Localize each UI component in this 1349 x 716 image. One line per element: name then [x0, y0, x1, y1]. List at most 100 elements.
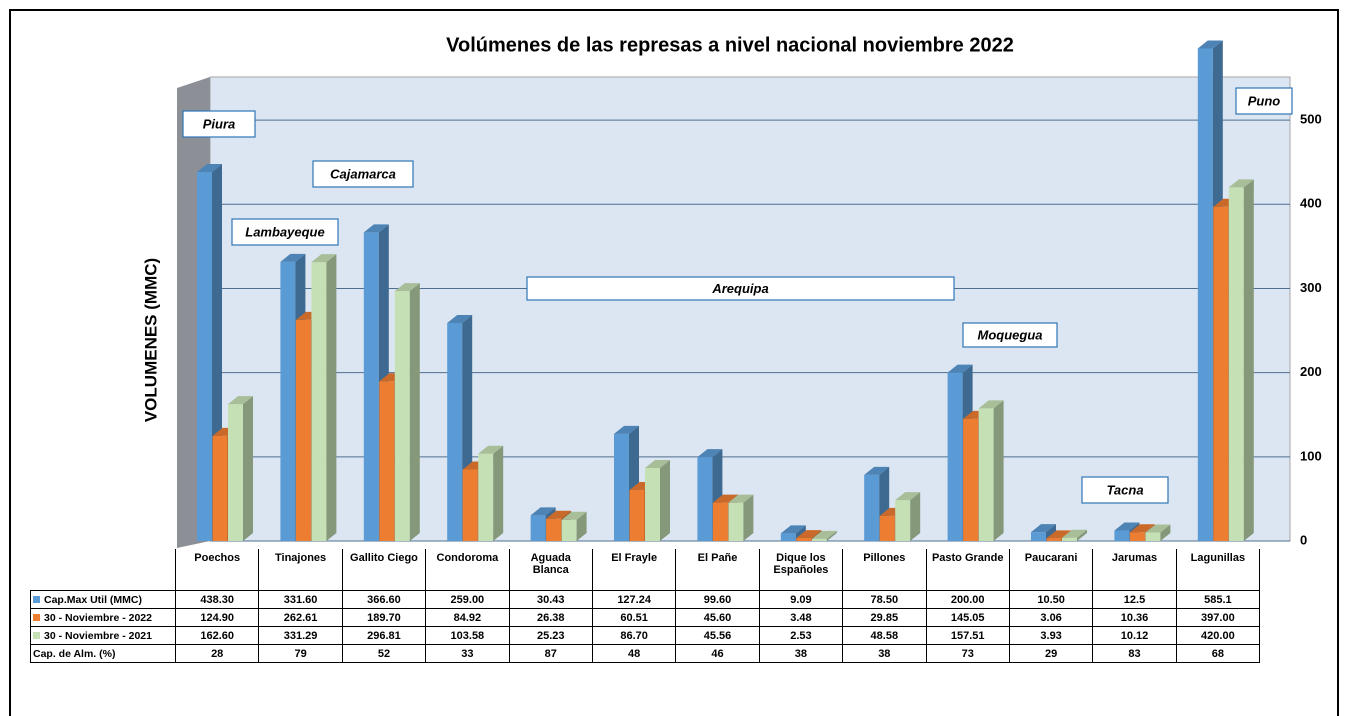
data-cell: 420.00 — [1175, 626, 1261, 645]
bar — [614, 433, 629, 541]
bar-top — [1046, 530, 1072, 539]
bar — [895, 500, 911, 541]
data-cell: 12.5 — [1092, 590, 1177, 609]
bar-side — [660, 460, 670, 541]
bar-top — [728, 494, 754, 503]
data-cell: 259.00 — [425, 590, 510, 609]
bar-side — [243, 396, 253, 541]
data-cell: 52 — [341, 644, 427, 663]
table-row: 30 - Noviembre - 2021 162.60 331.29 296.81 1… — [30, 626, 1261, 645]
bar-side — [826, 530, 837, 541]
data-cell: 366.60 — [341, 590, 427, 609]
row-label: Cap. de Alm. (%) — [30, 644, 176, 663]
legend-label: Cap.Max Util (MMC) — [44, 593, 142, 606]
x-tick-label: El Frayle — [591, 549, 677, 591]
bar-top — [614, 425, 639, 434]
bar-top — [280, 253, 306, 262]
data-cell: 99.60 — [675, 590, 760, 609]
bar — [1213, 206, 1229, 541]
annotation-box — [231, 218, 339, 246]
data-cell: 438.30 — [174, 590, 260, 609]
bar — [947, 372, 963, 541]
bar-top — [864, 466, 890, 475]
data-cell: 331.29 — [258, 626, 343, 645]
bar — [363, 232, 379, 541]
x-tick-label: Paucarani — [1008, 549, 1094, 591]
data-cell: 189.70 — [341, 608, 427, 627]
annotation-box — [1081, 476, 1169, 504]
y-tick-label: 300 — [1300, 280, 1322, 295]
bar — [1197, 48, 1213, 542]
data-cell: 2.53 — [758, 626, 844, 645]
bar-top — [712, 494, 738, 503]
bar — [530, 515, 546, 541]
data-cell: 48 — [591, 644, 677, 663]
data-cell: 9.09 — [758, 590, 844, 609]
bar — [978, 408, 994, 541]
data-cell: 30.43 — [508, 590, 593, 609]
bar — [394, 291, 410, 541]
chart-border — [9, 9, 1339, 716]
bar-side — [576, 511, 587, 541]
bar-top — [530, 507, 556, 516]
bar — [879, 515, 895, 541]
y-tick-label: 200 — [1300, 364, 1322, 379]
bar — [447, 322, 463, 541]
bar — [1046, 538, 1062, 541]
bar-top — [478, 445, 504, 454]
bar — [561, 519, 577, 541]
legend-label: 30 - Noviembre - 2022 — [44, 611, 152, 624]
bar — [697, 457, 713, 541]
bar-side — [1160, 524, 1171, 541]
legend-label: 30 - Noviembre - 2021 — [44, 629, 152, 642]
annotation-box — [312, 160, 414, 188]
data-cell: 29 — [1008, 644, 1094, 663]
bar-side — [993, 400, 1004, 541]
data-cell: 25.23 — [508, 626, 593, 645]
bar — [1114, 530, 1130, 541]
bar — [280, 261, 296, 541]
corner-cell — [31, 549, 176, 591]
bar — [811, 538, 827, 541]
data-cell: 397.00 — [1175, 608, 1261, 627]
bar-side — [493, 445, 504, 541]
bar — [712, 502, 728, 541]
data-cell: 262.61 — [258, 608, 343, 627]
data-cell: 86.70 — [591, 626, 677, 645]
legend-key — [33, 595, 40, 603]
data-cell: 10.12 — [1092, 626, 1177, 645]
bar-top — [1062, 529, 1087, 538]
bar — [629, 490, 645, 541]
bar — [796, 538, 812, 541]
legend-entry: 30 - Noviembre - 2021 — [30, 626, 176, 645]
bar — [780, 533, 796, 541]
data-cell: 29.85 — [842, 608, 927, 627]
bar-side — [743, 494, 754, 541]
data-cell: 73 — [925, 644, 1010, 663]
bar-side — [910, 492, 921, 541]
data-cell: 45.60 — [675, 608, 760, 627]
data-cell: 162.60 — [174, 626, 260, 645]
y-tick-label: 400 — [1300, 196, 1322, 211]
data-cell: 38 — [842, 644, 927, 663]
y-axis-label: VOLUMENES (MMC) — [141, 258, 160, 422]
x-tick-label: Gallito Ciego — [341, 549, 427, 591]
table-row: Cap.Max Util (MMC) 438.30 331.60 366.60 259.… — [30, 590, 1261, 609]
data-cell: 33 — [425, 644, 510, 663]
bar — [462, 469, 478, 541]
annotation-box — [962, 322, 1058, 348]
data-cell: 145.05 — [925, 608, 1010, 627]
data-cell: 60.51 — [591, 608, 677, 627]
data-cell: 78.50 — [842, 590, 927, 609]
bar-top — [947, 364, 973, 373]
x-tick-label: Pillones — [842, 549, 927, 591]
bar — [728, 502, 744, 541]
bar — [478, 453, 494, 541]
bar-top — [697, 449, 723, 458]
data-cell: 200.00 — [925, 590, 1010, 609]
annotation: Lambayeque — [245, 224, 324, 239]
data-table: Poechos Tinajones Gallito Ciego Condoroma Ag… — [30, 549, 1261, 663]
annotation: Tacna — [1106, 482, 1143, 497]
